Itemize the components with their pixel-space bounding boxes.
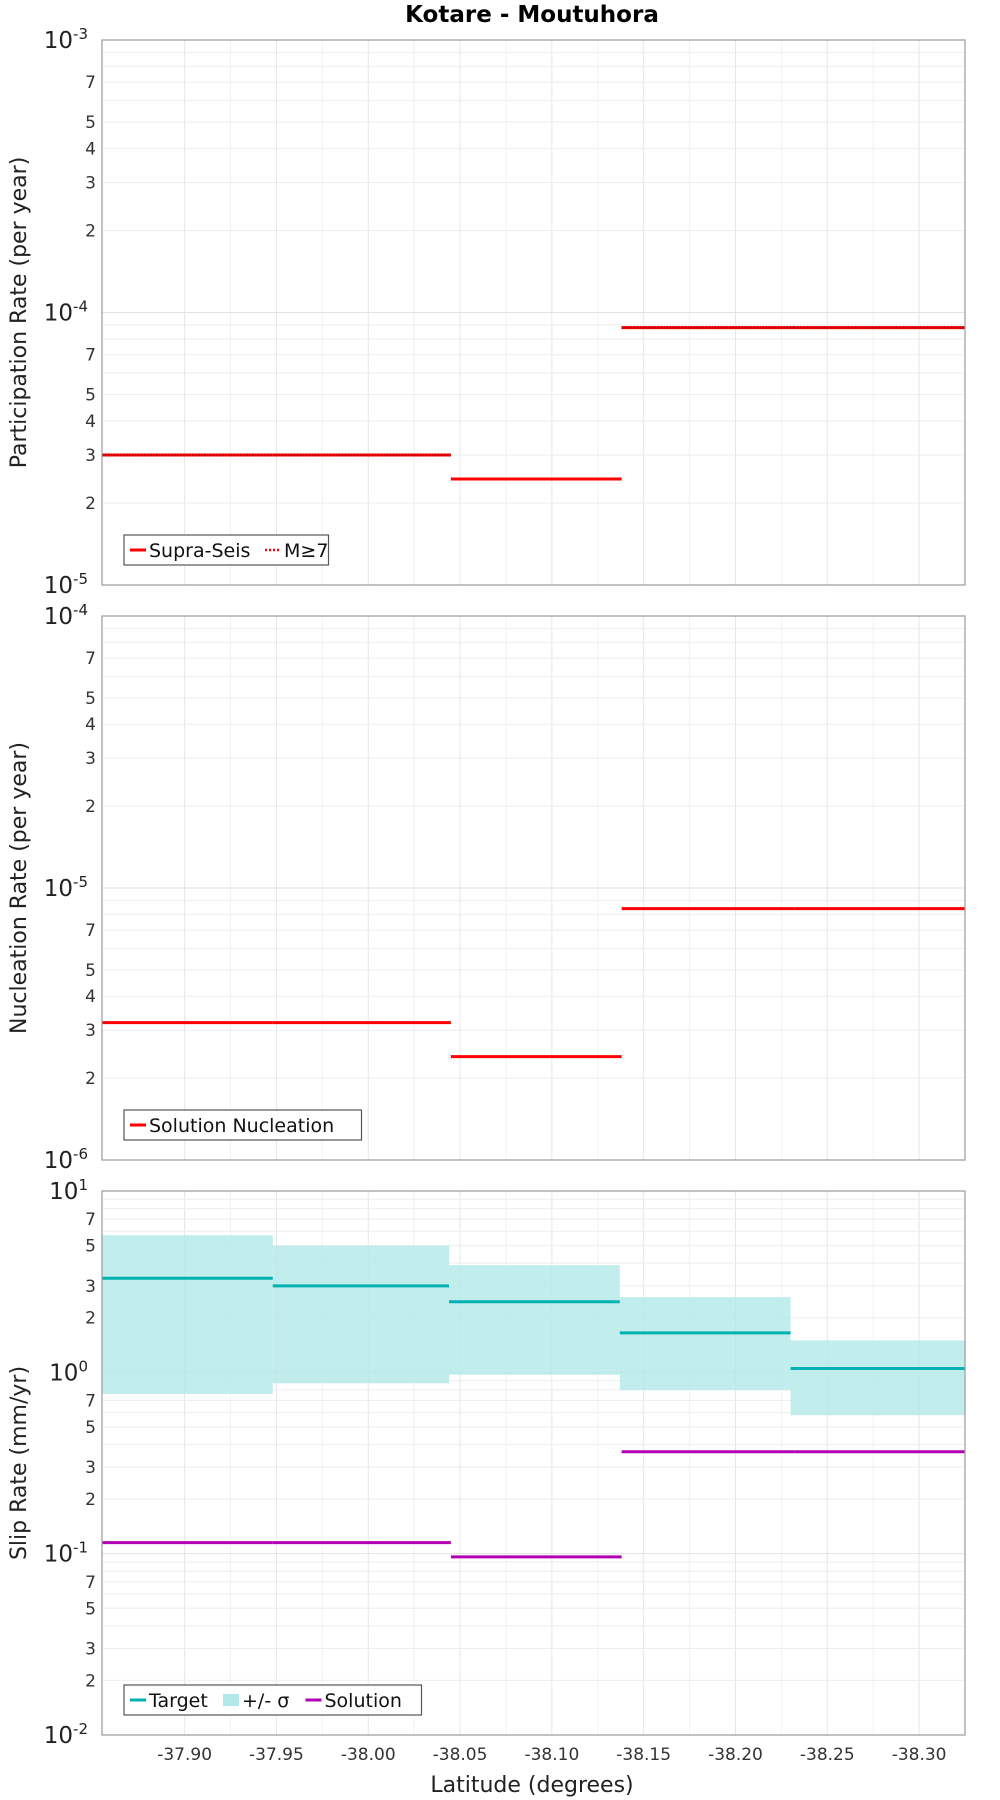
chart-title: Kotare - Moutuhora — [405, 2, 659, 28]
y-tick-label: 4 — [85, 987, 96, 1007]
y-tick-label: 7 — [85, 1210, 96, 1230]
y-tick-label: 7 — [85, 649, 96, 669]
sigma-band — [790, 1340, 965, 1416]
y-axis-label: Nucleation Rate (per year) — [7, 742, 32, 1034]
plot-frame — [101, 39, 966, 586]
y-tick-label: 7 — [85, 1573, 96, 1593]
x-tick-label: -37.95 — [249, 1745, 304, 1765]
x-tick-label: -38.20 — [708, 1745, 763, 1765]
y-tick-label: 4 — [85, 412, 96, 432]
x-tick-label: -38.10 — [524, 1745, 579, 1765]
y-tick-label: 2 — [85, 1069, 96, 1089]
legend-label: Supra-Seis — [149, 540, 250, 562]
y-tick-label: 7 — [85, 1391, 96, 1411]
y-tick-label: 5 — [85, 1599, 96, 1619]
series-solution-nucleation — [102, 907, 965, 1059]
x-tick-label: -37.90 — [157, 1745, 212, 1765]
plot-frame — [101, 1190, 966, 1736]
panel-3: 10-2 10-1 100 101 2 3 5 7 2 3 5 7 2 3 5 7 Slip Rate (mm/… — [7, 1176, 966, 1749]
y-tick-label: 10-2 — [44, 1720, 88, 1749]
legend: Solution Nucleation — [123, 1109, 363, 1141]
y-tick-labels: 10-5 10-4 10-3 2 3 4 5 7 2 3 4 5 7 — [44, 25, 96, 599]
legend-box — [123, 1109, 363, 1141]
sigma-band — [449, 1265, 620, 1375]
sigma-band — [272, 1245, 450, 1384]
y-tick-label: 5 — [85, 1418, 96, 1438]
y-tick-label: 3 — [85, 1021, 96, 1041]
y-tick-label: 2 — [85, 1671, 96, 1691]
panel-2: 10-6 10-5 10-4 2 3 4 5 7 2 3 4 5 7 Nucleation Rate (p… — [7, 601, 966, 1174]
y-tick-label: 2 — [85, 797, 96, 817]
y-tick-label: 5 — [85, 689, 96, 709]
series-m-7 — [102, 326, 965, 457]
legend-label: M≥7 — [284, 540, 328, 562]
legend-label: +/- σ — [242, 1690, 289, 1712]
y-axis-label: Participation Rate (per year) — [7, 157, 32, 469]
y-tick-label: 4 — [85, 139, 96, 159]
series-solution — [102, 1450, 965, 1559]
legend-box — [123, 534, 330, 566]
x-tick-labels: -37.90 -37.95 -38.00 -38.05 -38.10 -38.15 -38.… — [157, 1745, 946, 1765]
legend-box — [123, 1684, 423, 1716]
y-tick-label: 2 — [85, 1309, 96, 1329]
y-tick-label: 3 — [85, 1458, 96, 1478]
grid — [102, 40, 965, 586]
y-tick-label: 10-4 — [44, 601, 88, 630]
legend-swatch — [223, 1694, 239, 1706]
sigma-band — [619, 1297, 791, 1390]
y-tick-label: 100 — [49, 1357, 88, 1386]
plot-frame — [101, 615, 966, 1161]
x-tick-label: -38.05 — [433, 1745, 488, 1765]
y-axis-label: Slip Rate (mm/yr) — [7, 1366, 32, 1560]
y-tick-label: 5 — [85, 386, 96, 406]
y-tick-label: 3 — [85, 446, 96, 466]
panel-1: 10-5 10-4 10-3 2 3 4 5 7 2 3 4 5 7 Participation Rate… — [7, 25, 966, 599]
y-tick-label: 10-3 — [44, 25, 88, 54]
y-tick-label: 7 — [85, 921, 96, 941]
y-tick-label: 2 — [85, 494, 96, 514]
y-tick-label: 7 — [85, 73, 96, 93]
legend: Target +/- σ Solution — [123, 1684, 423, 1716]
x-tick-label: -38.15 — [616, 1745, 671, 1765]
x-tick-label: -38.30 — [892, 1745, 947, 1765]
x-tick-label: -38.00 — [341, 1745, 396, 1765]
y-tick-labels: 10-2 10-1 100 101 2 3 5 7 2 3 5 7 2 3 5 7 — [44, 1176, 96, 1749]
y-tick-label: 10-5 — [44, 570, 88, 599]
grid — [102, 616, 965, 1161]
legend-label: Solution — [325, 1690, 402, 1712]
legend-label: Target — [148, 1690, 208, 1712]
y-tick-label: 5 — [85, 1237, 96, 1257]
y-tick-labels: 10-6 10-5 10-4 2 3 4 5 7 2 3 4 5 7 — [44, 601, 96, 1174]
x-axis-label: Latitude (degrees) — [430, 1773, 633, 1798]
sigma-bands — [102, 1235, 965, 1416]
y-tick-label: 2 — [85, 1490, 96, 1510]
y-tick-label: 10-1 — [44, 1539, 88, 1568]
y-tick-label: 3 — [85, 1639, 96, 1659]
y-tick-label: 2 — [85, 221, 96, 241]
legend: Supra-Seis M≥7 — [123, 534, 330, 566]
y-tick-label: 5 — [85, 113, 96, 133]
y-tick-label: 4 — [85, 715, 96, 735]
legend-label: Solution Nucleation — [149, 1115, 334, 1137]
x-tick-label: -38.25 — [800, 1745, 855, 1765]
y-tick-label: 10-6 — [44, 1145, 88, 1174]
y-tick-label: 10-4 — [44, 298, 88, 327]
y-tick-label: 10-5 — [44, 873, 88, 902]
series-target — [102, 1276, 965, 1370]
y-tick-label: 3 — [85, 749, 96, 769]
sigma-band — [102, 1235, 273, 1394]
y-tick-label: 3 — [85, 1277, 96, 1297]
y-tick-label: 7 — [85, 346, 96, 366]
y-tick-label: 3 — [85, 173, 96, 193]
y-tick-label: 5 — [85, 961, 96, 981]
y-tick-label: 101 — [49, 1176, 88, 1205]
